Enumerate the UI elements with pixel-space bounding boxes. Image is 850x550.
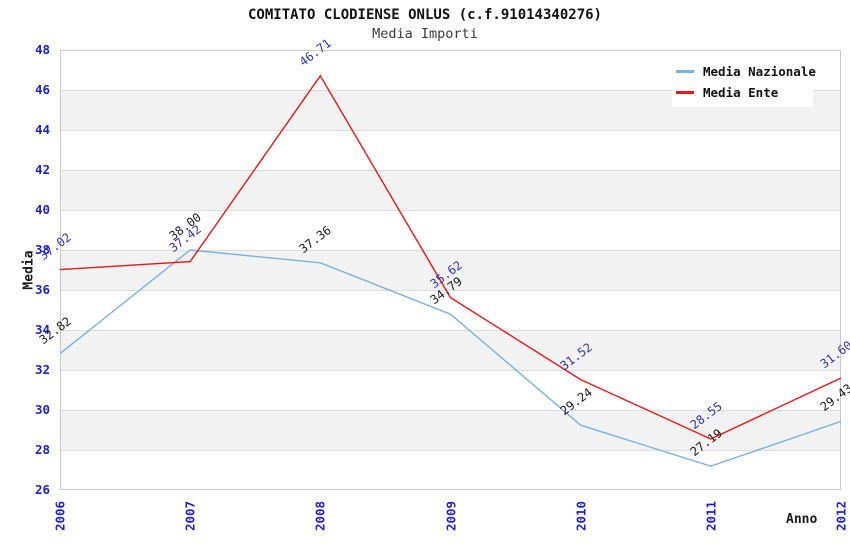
x-tick-label: 2006	[52, 500, 68, 532]
plot-band	[61, 210, 840, 250]
series-line-media-nazionale	[59, 249, 842, 467]
x-tick-label: 2008	[312, 500, 328, 532]
legend-item-media-ente: Media Ente	[676, 82, 813, 103]
y-tick-label: 46	[34, 82, 50, 97]
y-tick-label: 34	[34, 322, 50, 337]
gridline	[61, 369, 840, 371]
y-tick-label: 32	[34, 362, 50, 377]
legend-label: Media Nazionale	[703, 64, 816, 79]
x-tick-label: 2012	[833, 500, 849, 532]
plot-band	[61, 130, 840, 170]
y-tick-label: 26	[34, 482, 50, 497]
x-tick-label: 2010	[573, 500, 589, 532]
gridline	[61, 329, 840, 331]
gridline	[61, 129, 840, 131]
chart-legend: Media Nazionale Media Ente	[672, 57, 816, 107]
y-tick-label: 28	[34, 442, 50, 457]
legend-line-swatch-blue	[676, 70, 694, 73]
x-tick-label: 2011	[703, 500, 719, 532]
y-axis-title: Media	[21, 250, 37, 290]
gridline	[61, 289, 840, 291]
series-line-media-ente	[59, 74, 842, 440]
y-tick-label: 38	[34, 242, 50, 257]
legend-line-swatch-red	[676, 91, 694, 94]
plot-band	[61, 450, 840, 490]
chart-title: COMITATO CLODIENSE ONLUS (c.f.9101434027…	[247, 7, 602, 23]
x-axis-title: Anno	[786, 512, 818, 527]
x-tick-label: 2007	[182, 500, 198, 532]
y-tick-label: 40	[34, 202, 50, 217]
plot-band	[61, 330, 840, 370]
y-tick-label: 44	[34, 122, 50, 137]
gridline	[61, 89, 840, 91]
legend-label: Media Ente	[703, 85, 779, 100]
gridline	[61, 449, 840, 451]
y-tick-label: 42	[34, 162, 50, 177]
y-tick-label: 36	[34, 282, 50, 297]
gridline	[61, 169, 840, 171]
y-tick-label: 48	[34, 42, 50, 57]
gridline	[61, 409, 840, 411]
gridline	[61, 209, 840, 211]
plot-band	[61, 170, 840, 210]
y-tick-label: 30	[34, 402, 50, 417]
gridline	[61, 249, 840, 251]
plot-band	[61, 370, 840, 410]
legend-item-media-nazionale: Media Nazionale	[676, 61, 816, 82]
chart-subtitle: Media Importi	[372, 26, 478, 42]
plot-band	[61, 250, 840, 290]
x-tick-label: 2009	[443, 500, 458, 532]
plot-band	[61, 410, 840, 450]
